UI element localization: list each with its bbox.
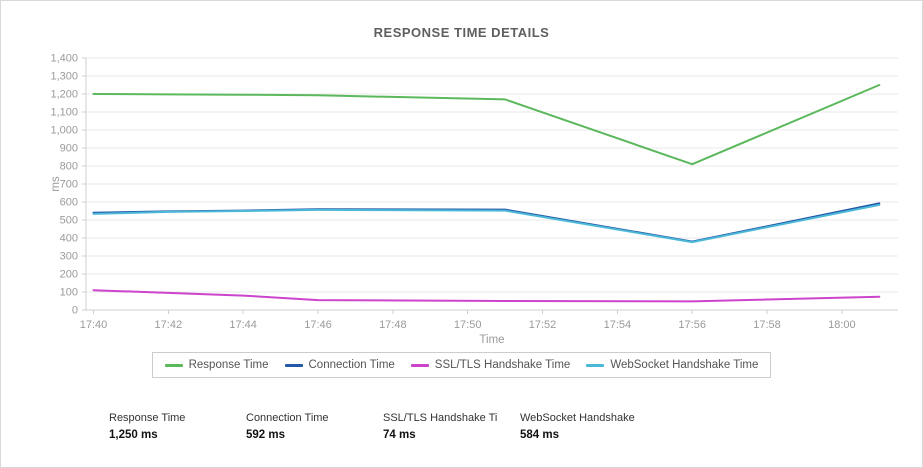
legend-item-websocket-handshake-time[interactable]: WebSocket Handshake Time: [586, 359, 758, 371]
x-tick-label: 17:44: [229, 319, 257, 331]
legend-swatch-icon: [164, 363, 183, 367]
series-line-response-time: [92, 84, 881, 166]
stat-ssl-tls-handshake-ti: SSL/TLS Handshake Ti 74 ms: [383, 412, 520, 441]
x-tick-label: 17:50: [454, 319, 482, 331]
y-tick-label: 1,100: [50, 107, 78, 119]
legend-item-ssl-tls-handshake-time[interactable]: SSL/TLS Handshake Time: [410, 359, 571, 371]
x-tick-label: 17:48: [379, 319, 407, 331]
y-tick-label: 1,300: [50, 71, 78, 83]
stat-response-time: Response Time 1,250 ms: [109, 412, 246, 441]
legend-label: Connection Time: [308, 359, 395, 371]
stat-value: 74 ms: [383, 429, 416, 441]
y-tick-label: 500: [60, 215, 78, 227]
line-chart: 0 100 200 300 400 500 600 700 800 900 1,000 1,100 1,…: [50, 53, 898, 346]
x-tick-label: 17:54: [604, 319, 632, 331]
stat-value: 592 ms: [246, 429, 286, 441]
x-tick-label: 17:40: [80, 319, 108, 331]
legend-box: Response Time Connection Time SSL/TLS Hand…: [151, 352, 772, 378]
series-line-websocket-handshake-time: [92, 203, 881, 244]
y-tick-label: 0: [72, 305, 78, 317]
y-tick-label: 100: [60, 287, 78, 299]
stat-connection-time: Connection Time 592 ms: [246, 412, 383, 441]
x-tick-label: 17:58: [753, 319, 781, 331]
y-tick-label: 800: [60, 161, 78, 173]
y-tick-label: 600: [60, 197, 78, 209]
chart-title: RESPONSE TIME DETAILS: [373, 25, 550, 40]
chart-legend: Response Time Connection Time SSL/TLS Hand…: [1, 352, 922, 378]
legend-item-response-time[interactable]: Response Time: [164, 359, 269, 371]
summary-stats: Response Time 1,250 ms Connection Time 592 …: [1, 412, 922, 441]
stat-label: Connection Time: [246, 412, 329, 424]
x-tick-label: 17:52: [529, 319, 557, 331]
legend-item-connection-time[interactable]: Connection Time: [284, 359, 395, 371]
stat-value: 584 ms: [520, 429, 560, 441]
stat-label: SSL/TLS Handshake Ti: [383, 412, 498, 424]
legend-swatch-icon: [410, 363, 429, 367]
legend-swatch-icon: [284, 363, 303, 367]
y-tick-label: 1,000: [50, 125, 78, 137]
x-tick-label: 17:56: [678, 319, 706, 331]
x-tick-label: 17:42: [155, 319, 183, 331]
legend-swatch-icon: [586, 363, 605, 367]
stat-label: Response Time: [109, 412, 186, 424]
y-tick-label: 900: [60, 143, 78, 155]
legend-label: SSL/TLS Handshake Time: [434, 359, 571, 371]
y-tick-label: 1,200: [50, 89, 78, 101]
stat-label: WebSocket Handshake: [520, 412, 635, 424]
y-tick-label: 1,400: [50, 53, 78, 65]
stat-websocket-handshake: WebSocket Handshake 584 ms: [520, 412, 657, 441]
legend-label: WebSocket Handshake Time: [610, 359, 759, 371]
series-line-ssl-tls-handshake-time: [92, 289, 881, 303]
x-tick-label: 17:46: [304, 319, 332, 331]
legend-label: Response Time: [188, 359, 269, 371]
x-axis-title: Time: [479, 334, 504, 346]
y-tick-label: 200: [60, 269, 78, 281]
y-tick-label: 400: [60, 233, 78, 245]
x-tick-label: 18:00: [828, 319, 856, 331]
y-axis-title: ms: [50, 176, 62, 192]
y-tick-label: 300: [60, 251, 78, 263]
stat-value: 1,250 ms: [109, 429, 158, 441]
y-tick-label: 700: [60, 179, 78, 191]
series-line-connection-time: [92, 202, 881, 243]
